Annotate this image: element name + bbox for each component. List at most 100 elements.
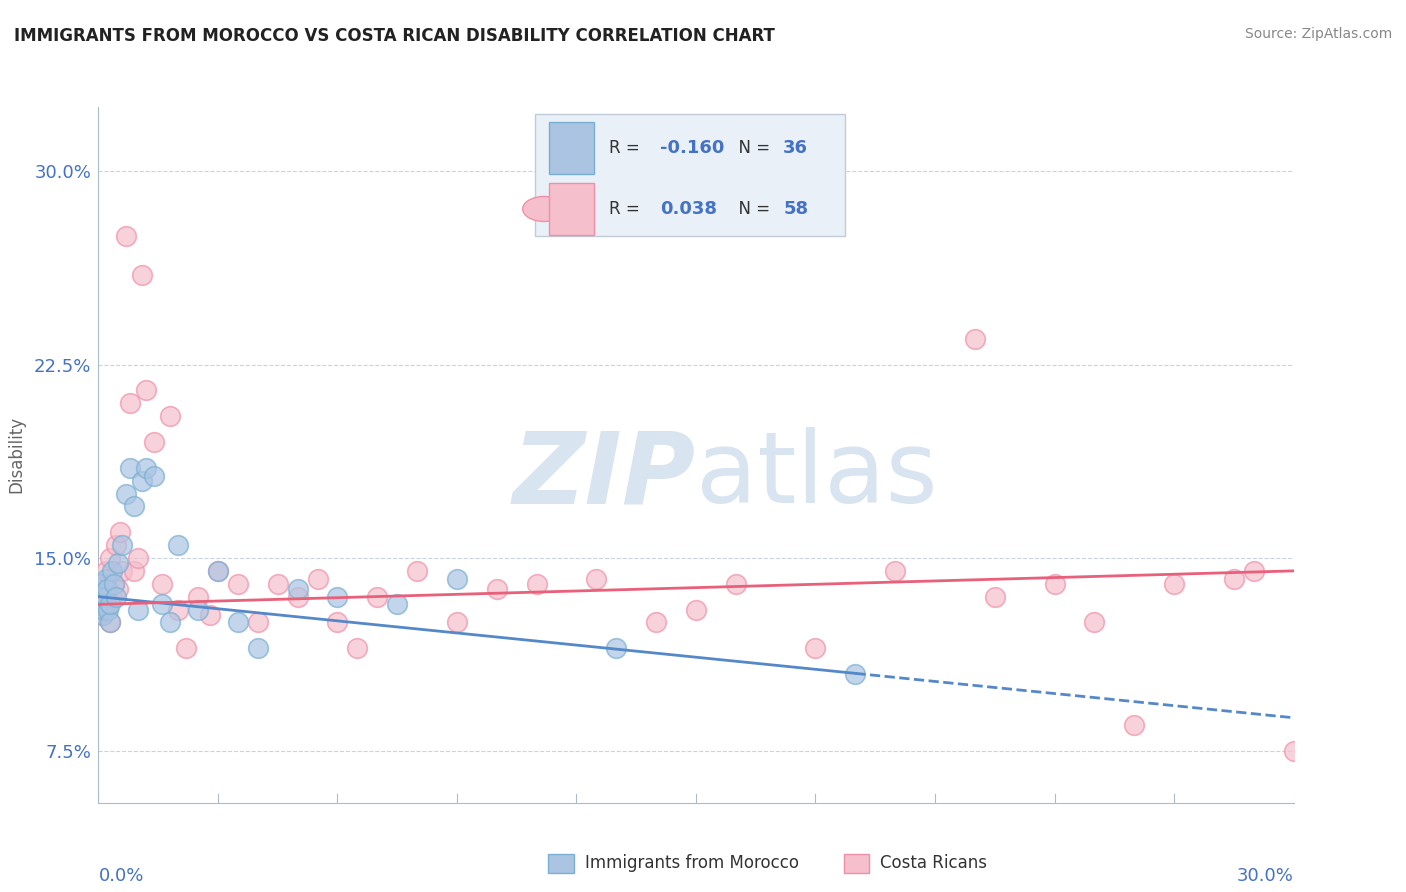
Text: 58: 58 [783, 200, 808, 218]
Point [585, 572, 607, 586]
Point [207, 564, 229, 578]
Point [226, 615, 249, 630]
Point [526, 576, 548, 591]
Point [963, 332, 986, 346]
Point [91, 607, 114, 622]
Point [143, 435, 166, 450]
Point [287, 582, 309, 596]
Bar [534, 114, 845, 235]
Text: 0.038: 0.038 [661, 200, 717, 218]
Point [91, 576, 114, 591]
Point [143, 468, 166, 483]
Point [1083, 615, 1105, 630]
Bar [548, 122, 595, 174]
Point [1223, 572, 1246, 586]
Point [107, 582, 129, 596]
Point [98, 598, 122, 612]
Text: ZIP: ZIP [513, 427, 696, 524]
Point [385, 598, 409, 612]
Text: Source: ZipAtlas.com: Source: ZipAtlas.com [1244, 27, 1392, 41]
Point [91, 576, 114, 591]
Point [207, 564, 229, 578]
Text: R =: R = [609, 200, 645, 218]
Point [110, 525, 132, 540]
Point [844, 667, 866, 681]
Point [89, 598, 111, 612]
Point [124, 500, 146, 514]
Point [97, 576, 120, 591]
Point [90, 607, 112, 622]
Point [159, 615, 181, 630]
Point [287, 590, 309, 604]
Point [105, 590, 128, 604]
Point [97, 602, 120, 616]
Point [93, 602, 115, 616]
Point [446, 615, 468, 630]
Point [124, 564, 146, 578]
Point [96, 602, 118, 616]
Point [226, 576, 249, 591]
Point [267, 576, 290, 591]
Point [326, 615, 349, 630]
Point [96, 564, 118, 578]
Point [135, 384, 157, 398]
Text: atlas: atlas [696, 427, 938, 524]
Point [167, 538, 190, 552]
Point [94, 582, 117, 596]
Point [89, 602, 111, 616]
Point [115, 228, 138, 243]
Point [1163, 576, 1185, 591]
Point [159, 409, 181, 424]
Point [326, 590, 349, 604]
Point [645, 615, 668, 630]
Text: IMMIGRANTS FROM MOROCCO VS COSTA RICAN DISABILITY CORRELATION CHART: IMMIGRANTS FROM MOROCCO VS COSTA RICAN D… [14, 27, 775, 45]
Point [111, 564, 134, 578]
Point [724, 576, 747, 591]
Circle shape [523, 196, 565, 221]
Point [804, 641, 827, 656]
Point [485, 582, 508, 596]
Text: N =: N = [728, 200, 776, 218]
Text: 36: 36 [783, 139, 808, 157]
Point [346, 641, 368, 656]
Point [131, 474, 153, 488]
Point [96, 572, 118, 586]
Point [101, 590, 124, 604]
Point [150, 598, 173, 612]
Y-axis label: Disability: Disability [8, 417, 25, 493]
Point [98, 615, 121, 630]
Point [96, 582, 118, 596]
Point [90, 590, 112, 604]
Point [98, 551, 121, 566]
Point [605, 641, 627, 656]
Point [127, 602, 149, 616]
Point [98, 615, 122, 630]
Point [127, 551, 149, 566]
Point [983, 590, 1005, 604]
Text: R =: R = [609, 139, 645, 157]
Bar [548, 183, 595, 235]
Point [150, 576, 173, 591]
Point [115, 486, 138, 500]
Text: Immigrants from Morocco: Immigrants from Morocco [585, 855, 799, 872]
Point [884, 564, 907, 578]
Point [111, 538, 134, 552]
Point [101, 564, 124, 578]
Point [120, 396, 142, 410]
Point [1123, 718, 1146, 732]
Point [187, 590, 209, 604]
Point [93, 598, 115, 612]
Point [174, 641, 197, 656]
Text: 0.0%: 0.0% [98, 867, 143, 885]
Point [1243, 564, 1265, 578]
Text: 30.0%: 30.0% [1237, 867, 1294, 885]
Text: Costa Ricans: Costa Ricans [880, 855, 987, 872]
Point [1043, 576, 1066, 591]
Point [685, 602, 707, 616]
Point [103, 576, 125, 591]
Point [91, 590, 114, 604]
Point [406, 564, 429, 578]
Text: -0.160: -0.160 [661, 139, 724, 157]
Point [187, 602, 209, 616]
Point [135, 460, 157, 475]
